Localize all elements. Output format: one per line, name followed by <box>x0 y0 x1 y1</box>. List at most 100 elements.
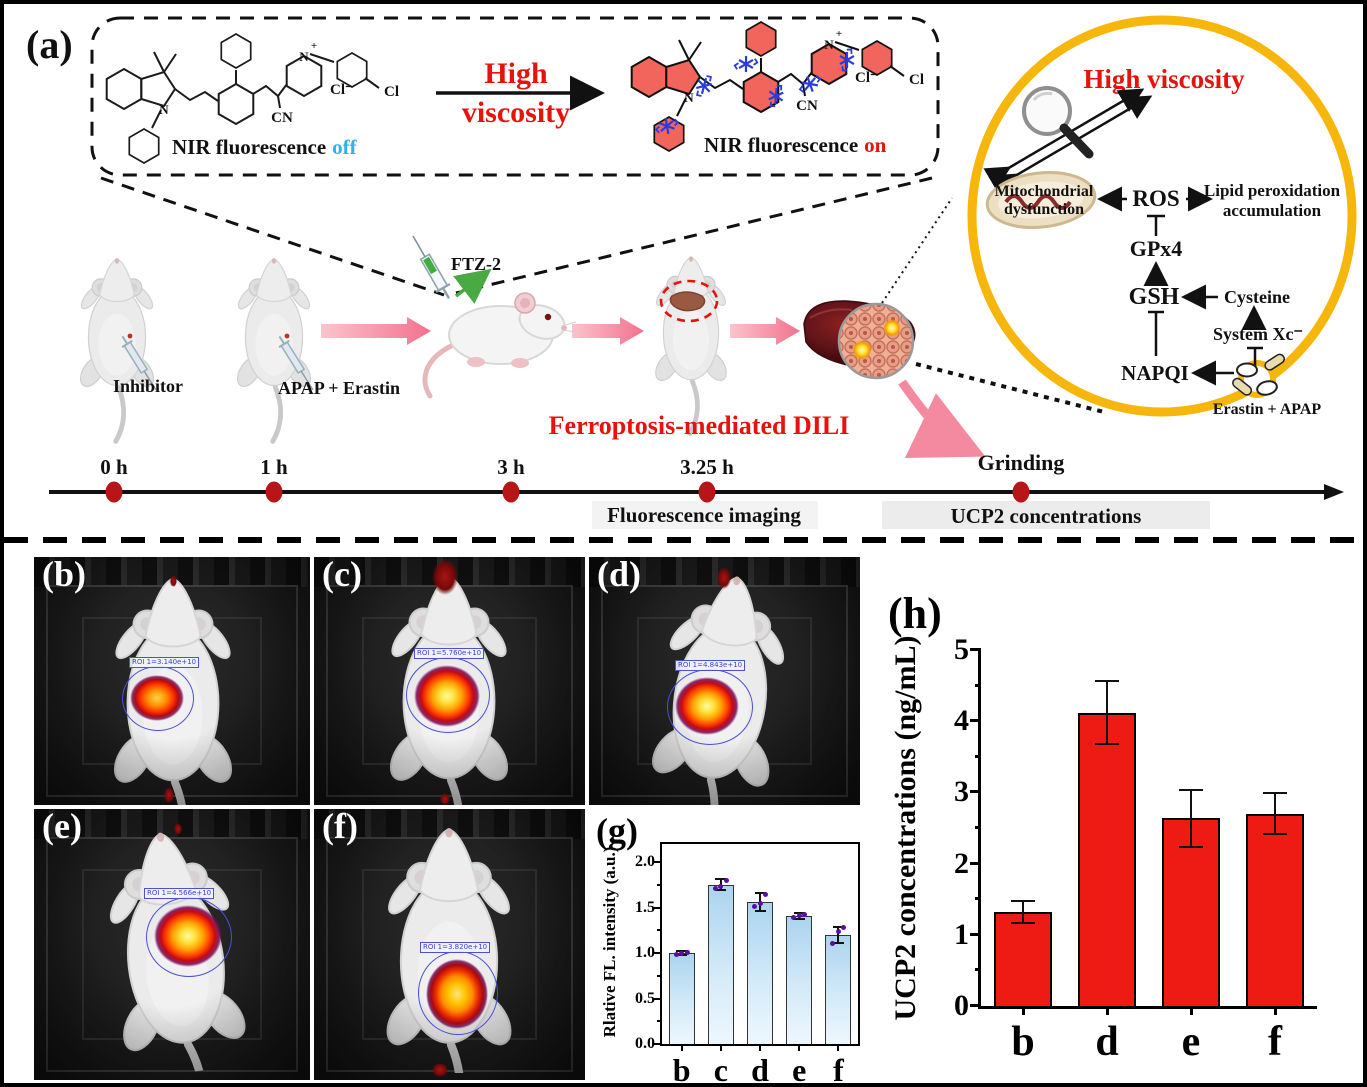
pink-arrows <box>321 317 800 345</box>
roi-value: ROI 1=4.843e+10 <box>675 660 746 671</box>
chart-g-ymark <box>654 861 662 864</box>
panel-d-label: (d) <box>597 557 641 594</box>
fluorescence-imaging-label: Fluorescence imaging <box>607 503 801 527</box>
mouse-image-panel-e: ROI 1=4.566e+10 (e) <box>34 809 310 1080</box>
chart-h-ymark <box>970 790 981 794</box>
chart-h-xlab: b <box>1011 1019 1035 1065</box>
chart-h-cap <box>1263 833 1287 836</box>
chart-ucp2-concentrations: (h) UCP2 concentrations (ng/mL) 0 1 2 3 4 5 b d… <box>872 586 1363 1083</box>
chart-h-ymark <box>975 968 981 972</box>
chart-g-xlab: f <box>833 1052 844 1087</box>
chart-h-cap <box>1095 680 1119 683</box>
funnel-dash-right <box>455 176 933 295</box>
time-0h: 0 h <box>100 455 128 479</box>
chart-g-dot <box>763 891 768 897</box>
chart-g-xmark <box>759 1044 761 1051</box>
chart-h-xlab: f <box>1268 1019 1282 1065</box>
chart-g-ylab: 2.0 <box>635 853 655 871</box>
panel-e-label: (e) <box>42 809 82 846</box>
chart-g-cap <box>715 889 727 892</box>
chart-g-ymark <box>654 997 662 1000</box>
chart-g-dot <box>802 911 808 917</box>
scheme-dashed-box <box>90 16 940 177</box>
chart-h-ylab: 0 <box>954 989 969 1022</box>
chart-h-err <box>1106 681 1108 744</box>
napqi-label: NAPQI <box>1121 361 1189 385</box>
viscosity-label: viscosity <box>462 96 570 129</box>
mouse-liver-circled <box>651 256 731 433</box>
blood-spot <box>440 793 450 805</box>
chart-g-bar <box>668 953 695 1044</box>
chart-g-ylab: 0.0 <box>635 1035 655 1052</box>
chart-g-cap <box>754 892 766 895</box>
high-label: High <box>484 57 548 90</box>
panel-g-label: (g) <box>596 811 638 851</box>
chart-g-plot-area: 0.0 0.5 1.0 1.5 2.0 b c d e f <box>635 842 860 1083</box>
chart-h-ylab: 1 <box>954 917 969 951</box>
chart-g-ymark <box>657 1020 662 1023</box>
mitochondria-icon <box>985 171 1097 229</box>
gpx4-label: GPx4 <box>1130 236 1183 261</box>
chart-h-ymark <box>975 683 981 687</box>
mouse-image-panel-d: ROI 1=4.843e+10 (d) <box>589 557 860 805</box>
mito-label-1: Mitochondrial <box>995 183 1094 200</box>
system-xc-label: System Xc⁻ <box>1213 324 1303 344</box>
chart-g-cap <box>793 917 805 920</box>
chart-g-bar <box>825 934 852 1044</box>
cell-diagram: High viscosity Mitochondrial dysfunction… <box>967 15 1357 418</box>
chart-h-ymark <box>970 932 981 936</box>
chart-h-cap <box>1095 742 1119 745</box>
lipid-label-1: Lipid peroxidation <box>1204 181 1341 200</box>
chart-g-dot <box>752 904 757 910</box>
chart-g-ymark <box>657 974 662 977</box>
chart-g-xlab: e <box>792 1052 807 1087</box>
chart-g-bar <box>747 902 773 1044</box>
liver-icon <box>803 300 916 380</box>
erastin-apap-label: Erastin + APAP <box>1213 401 1322 418</box>
gsh-label: GSH <box>1129 284 1180 310</box>
chart-g-dot <box>796 913 802 919</box>
blood-spot <box>717 567 731 589</box>
panel-f-label: (f) <box>322 809 358 846</box>
roi-circle <box>667 669 753 745</box>
roi-value: ROI 1=4.566e+10 <box>144 888 215 899</box>
chart-g-cap <box>715 878 727 881</box>
chart-h-err <box>1274 793 1276 835</box>
mouse-image-panel-b: ROI 1=3.140e+10 (b) <box>34 557 310 805</box>
chart-g-ylab: 1.5 <box>635 898 655 916</box>
panel-h-label: (h) <box>888 589 942 638</box>
chart-h-cap <box>1179 788 1203 791</box>
panel-c-label: (c) <box>322 557 362 594</box>
roi-value: ROI 1=3.140e+10 <box>129 657 200 668</box>
panel-a-label: (a) <box>26 22 73 67</box>
chart-h-ymark <box>970 1004 981 1007</box>
chart-h-ylab: 4 <box>954 704 969 738</box>
ftz2-arrow <box>453 268 492 304</box>
lipid-label-2: accumulation <box>1223 201 1322 220</box>
chart-h-err <box>1022 901 1024 923</box>
chart-g-cap <box>832 925 844 928</box>
chart-relative-fl-intensity: (g) Rlative FL. intensity (a.u.) 0.0 0.5 1… <box>596 811 868 1083</box>
cell-high-viscosity: High viscosity <box>1083 64 1245 94</box>
dili-label: Ferroptosis-mediated DILI <box>549 411 850 440</box>
ucp2-concentrations-label: UCP2 concentrations <box>951 504 1142 528</box>
cysteine-label: Cysteine <box>1224 287 1290 307</box>
chart-h-bar <box>1078 712 1136 1006</box>
chart-h-xmark <box>1022 1006 1025 1015</box>
chart-h-ymark <box>970 719 981 723</box>
chart-g-dot <box>684 949 690 955</box>
panel-a-scheme: N CN N + Cl⁻ Cl (a) NIR fluorescence off … <box>26 15 1357 529</box>
chart-h-xmark <box>1106 1006 1109 1015</box>
chart-g-cap <box>832 942 844 945</box>
grinding-label: Grinding <box>978 450 1065 475</box>
chart-g-dot <box>723 877 729 883</box>
time-3h: 3 h <box>497 455 525 479</box>
mouse-side-view <box>422 292 577 399</box>
mouse-image-panel-c: ROI 1=5.760e+10 (c) <box>314 557 585 805</box>
blood-spot <box>174 823 182 835</box>
chart-h-bar <box>994 912 1052 1006</box>
chart-g-ymark <box>657 929 662 932</box>
ros-label: ROS <box>1132 186 1179 211</box>
section-divider <box>4 537 1363 543</box>
chart-h-ymark <box>975 754 981 758</box>
